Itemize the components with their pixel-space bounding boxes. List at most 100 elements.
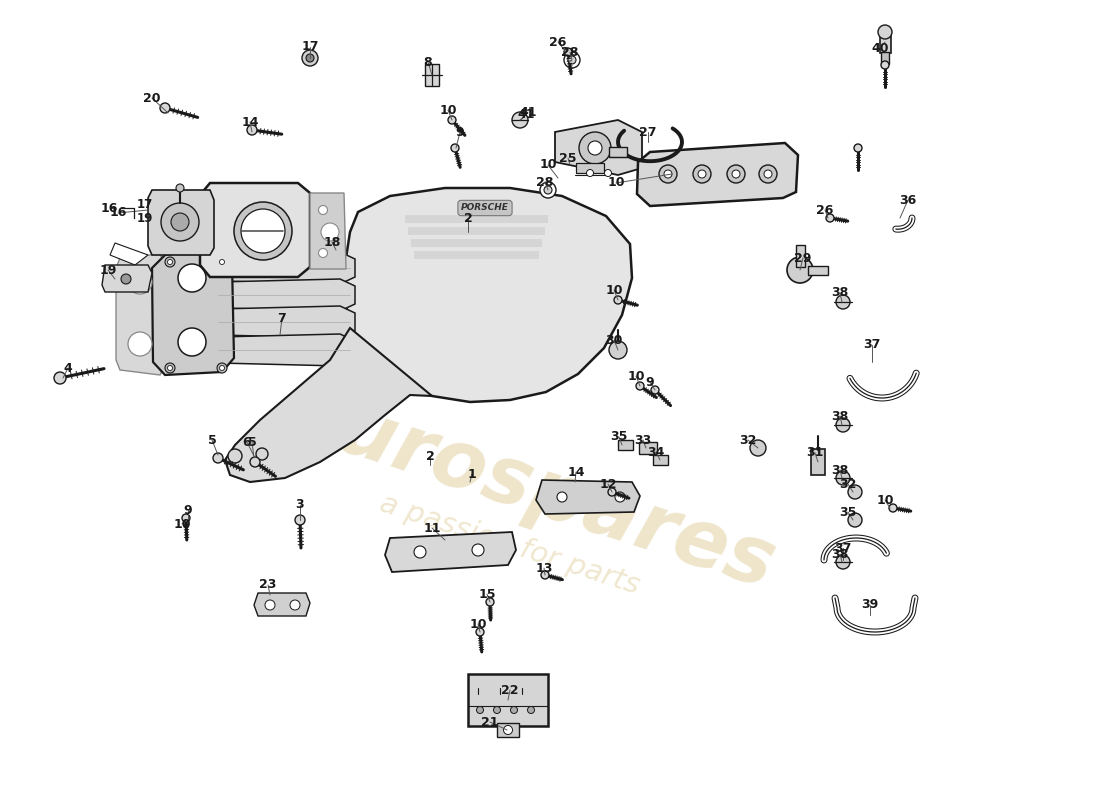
Polygon shape	[102, 265, 152, 292]
Text: 10: 10	[539, 158, 557, 171]
Circle shape	[256, 448, 268, 460]
Circle shape	[486, 598, 494, 606]
Circle shape	[836, 418, 850, 432]
Text: 35: 35	[610, 430, 628, 443]
Circle shape	[693, 165, 711, 183]
Circle shape	[290, 600, 300, 610]
Circle shape	[614, 296, 622, 304]
Text: 37: 37	[834, 542, 851, 554]
Circle shape	[609, 341, 627, 359]
Circle shape	[414, 546, 426, 558]
Circle shape	[848, 485, 862, 499]
Text: 13: 13	[536, 562, 552, 574]
Circle shape	[54, 372, 66, 384]
Circle shape	[448, 116, 456, 124]
Bar	[425, 64, 439, 86]
Polygon shape	[310, 193, 346, 269]
Circle shape	[213, 453, 223, 463]
Circle shape	[504, 726, 513, 734]
Polygon shape	[218, 334, 355, 366]
Circle shape	[727, 165, 745, 183]
Circle shape	[579, 132, 610, 164]
Polygon shape	[637, 143, 798, 206]
Circle shape	[568, 56, 576, 64]
Circle shape	[319, 206, 328, 214]
Circle shape	[664, 170, 672, 178]
Circle shape	[836, 471, 850, 485]
Circle shape	[510, 706, 517, 714]
Text: 28: 28	[537, 175, 553, 189]
Circle shape	[636, 382, 644, 390]
Text: 41: 41	[519, 106, 537, 118]
Text: 25: 25	[559, 151, 576, 165]
Polygon shape	[254, 593, 310, 616]
Text: 28: 28	[561, 46, 579, 58]
Circle shape	[217, 257, 227, 267]
Circle shape	[217, 363, 227, 373]
Circle shape	[588, 141, 602, 155]
Circle shape	[167, 366, 173, 370]
Polygon shape	[344, 188, 632, 402]
Text: 22: 22	[502, 683, 519, 697]
Polygon shape	[385, 532, 516, 572]
Bar	[609, 147, 627, 157]
Circle shape	[178, 264, 206, 292]
Polygon shape	[408, 227, 544, 235]
Text: 14: 14	[568, 466, 585, 478]
Circle shape	[564, 48, 572, 56]
Bar	[811, 449, 825, 475]
Bar	[639, 442, 657, 454]
Polygon shape	[411, 239, 542, 247]
Bar	[617, 440, 632, 450]
Text: 5: 5	[208, 434, 217, 446]
Polygon shape	[148, 190, 214, 255]
Circle shape	[605, 170, 612, 177]
Text: 19: 19	[138, 213, 153, 226]
Circle shape	[881, 61, 889, 69]
Polygon shape	[110, 243, 148, 265]
Text: 29: 29	[794, 251, 812, 265]
Circle shape	[476, 706, 484, 714]
Text: 39: 39	[861, 598, 879, 611]
Text: 10: 10	[607, 177, 625, 190]
Text: 19: 19	[99, 263, 117, 277]
Polygon shape	[218, 306, 355, 338]
Circle shape	[557, 492, 566, 502]
Text: 2: 2	[463, 211, 472, 225]
Circle shape	[295, 515, 305, 525]
Circle shape	[182, 514, 190, 522]
Text: 35: 35	[839, 506, 857, 518]
Text: 14: 14	[241, 115, 258, 129]
Polygon shape	[218, 252, 355, 284]
Text: 27: 27	[639, 126, 657, 138]
Text: 1: 1	[468, 467, 476, 481]
Text: 9: 9	[646, 375, 654, 389]
Text: 37: 37	[864, 338, 881, 351]
Text: 26: 26	[549, 35, 566, 49]
Circle shape	[319, 249, 328, 258]
Text: 38: 38	[832, 286, 848, 299]
Bar	[881, 52, 889, 64]
Circle shape	[512, 112, 528, 128]
Circle shape	[220, 259, 224, 265]
Circle shape	[167, 259, 173, 265]
Circle shape	[161, 203, 199, 241]
Circle shape	[160, 103, 170, 113]
Circle shape	[128, 270, 152, 294]
Text: 10: 10	[439, 103, 456, 117]
Polygon shape	[226, 328, 432, 482]
Circle shape	[854, 144, 862, 152]
Circle shape	[659, 165, 676, 183]
Text: 34: 34	[647, 446, 664, 458]
Circle shape	[750, 440, 766, 456]
Circle shape	[248, 125, 257, 135]
Circle shape	[651, 386, 659, 394]
Circle shape	[836, 295, 850, 309]
Bar	[468, 674, 548, 726]
Text: eurospares: eurospares	[276, 374, 784, 606]
Text: 2: 2	[426, 450, 434, 462]
Text: 4: 4	[64, 362, 73, 374]
Circle shape	[564, 52, 580, 68]
Text: 38: 38	[832, 463, 848, 477]
Circle shape	[176, 184, 184, 192]
